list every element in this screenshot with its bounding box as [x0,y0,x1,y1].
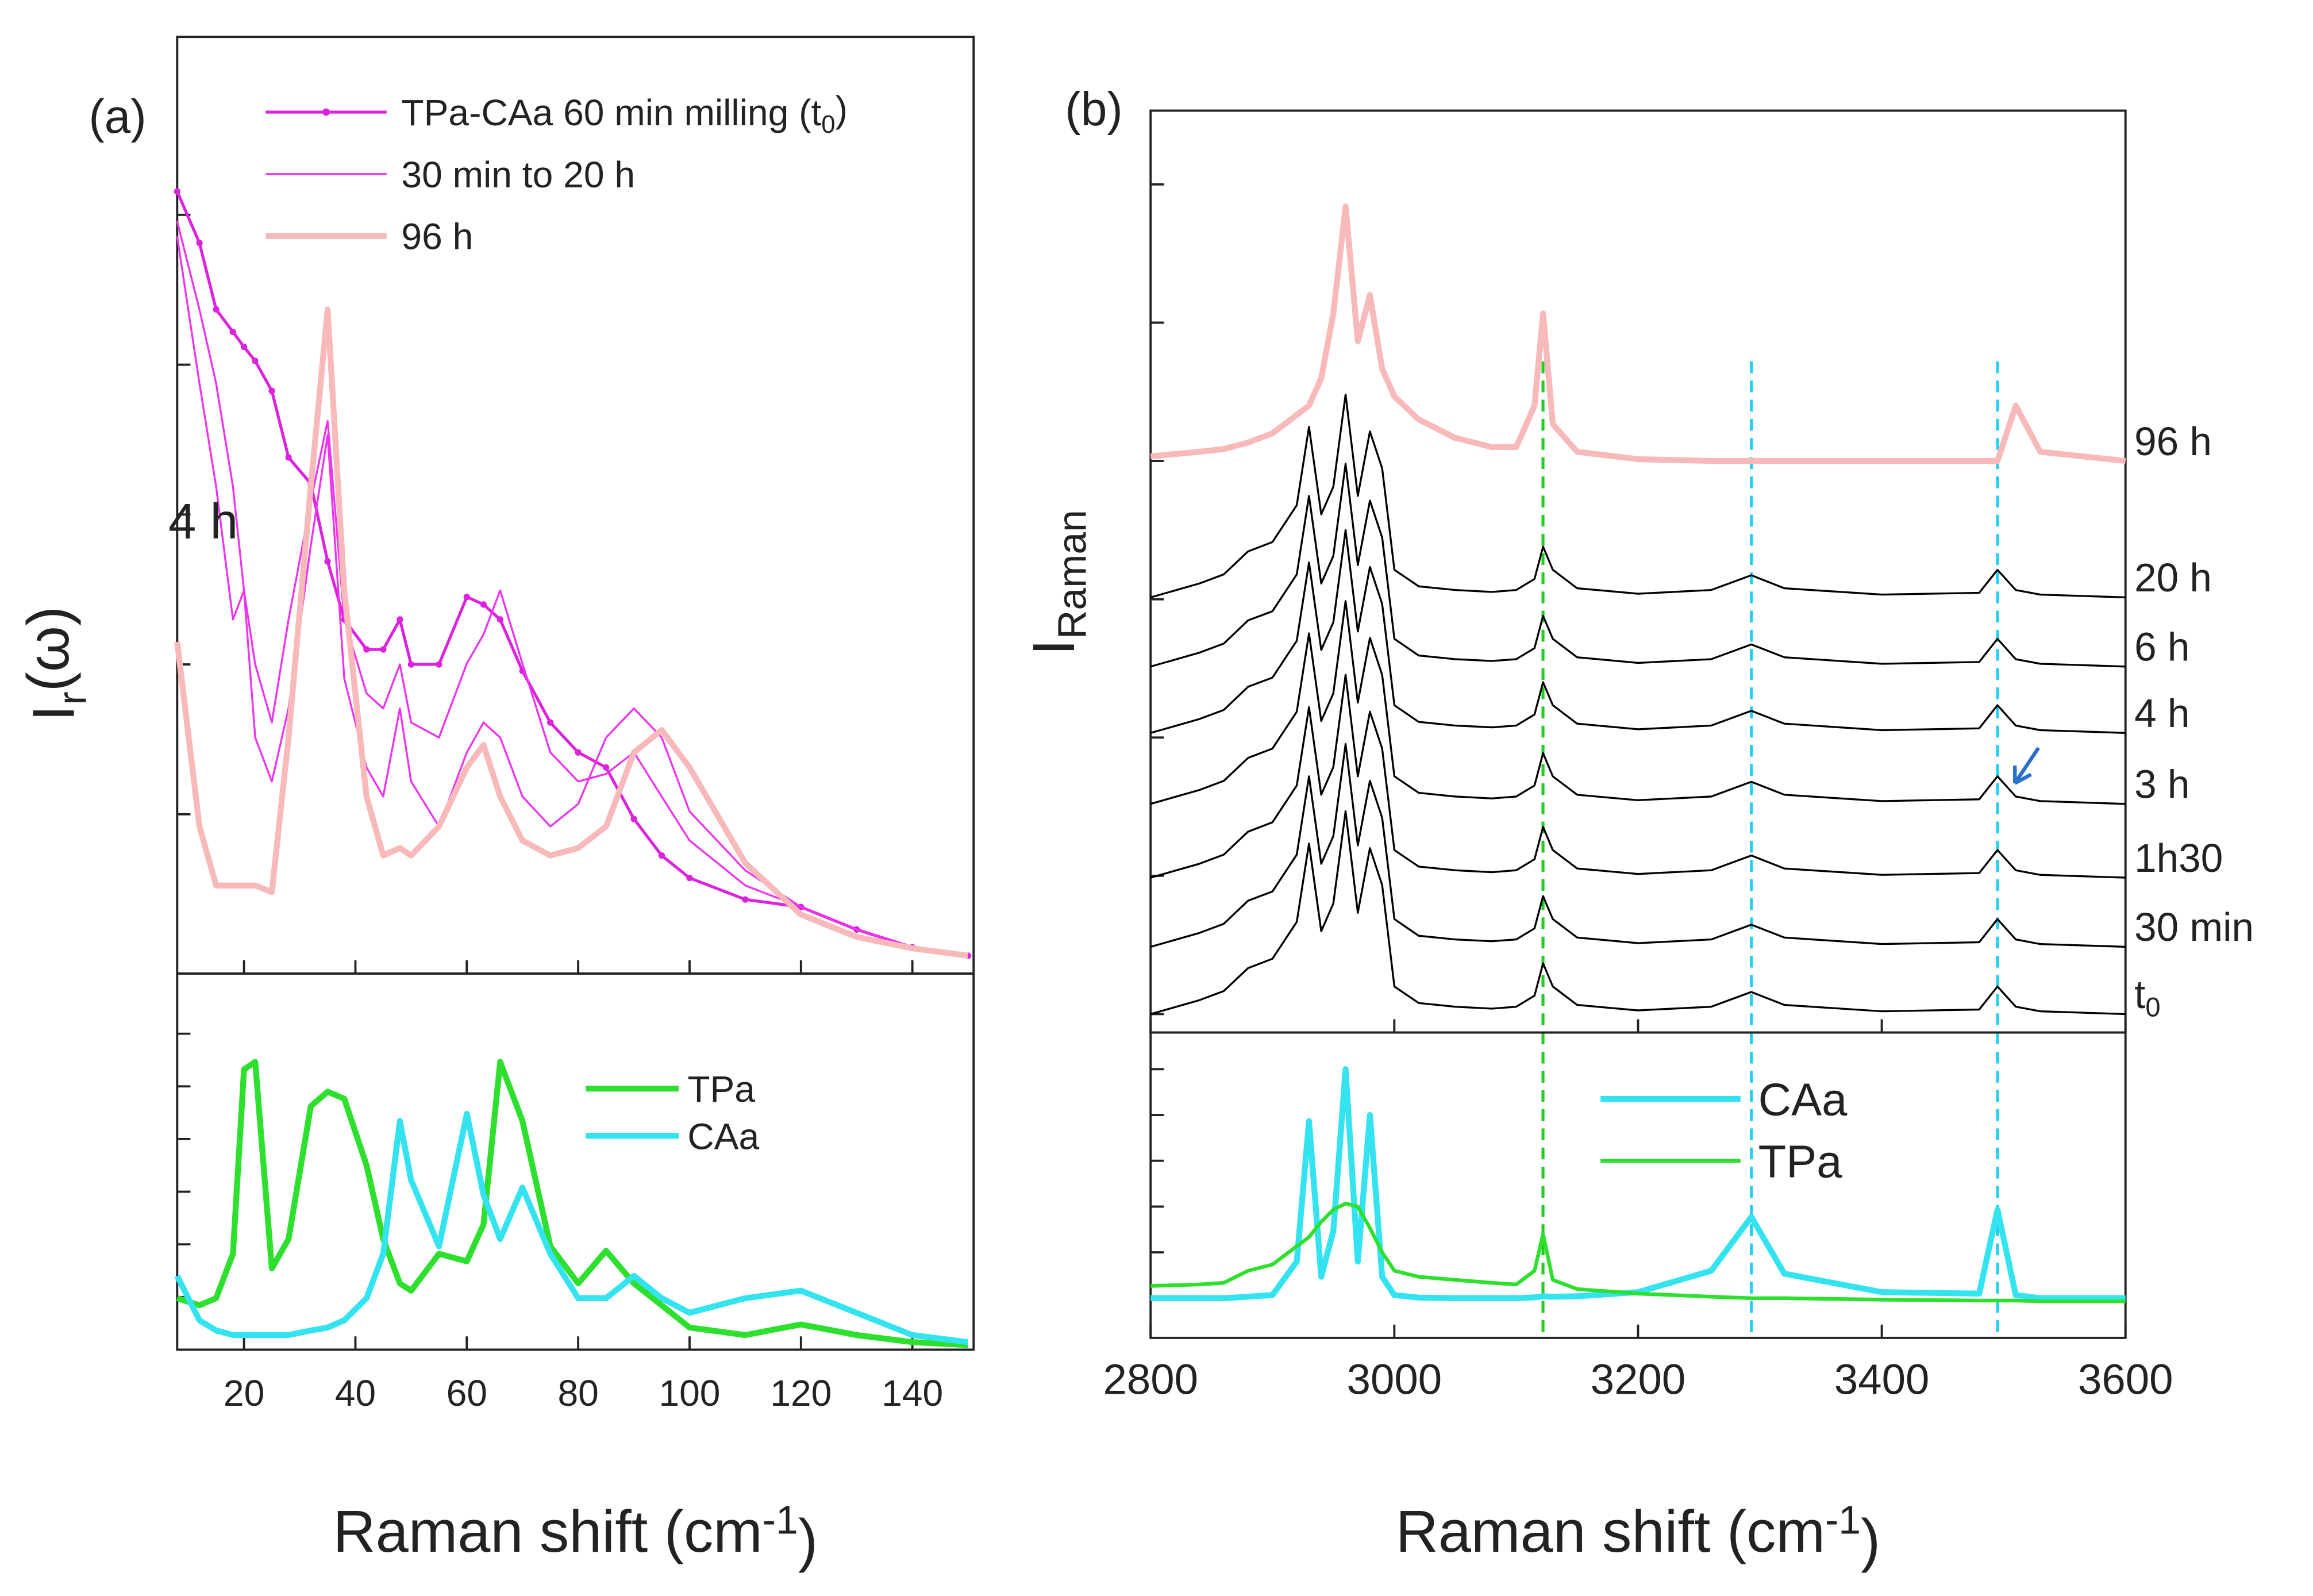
data-point [547,719,554,726]
series-label: 3 h [2134,762,2189,807]
data-point [686,875,693,882]
x-axis-title-part: -1 [1825,1498,1861,1543]
legend-label-part: ) [836,89,848,130]
legend-label-part: 0 [821,111,835,139]
series-label: 20 h [2134,555,2212,600]
data-point [407,661,415,668]
y-axis-title-part: I [21,705,87,722]
x-tick-label: 20 [224,1372,264,1414]
data-point [213,306,220,313]
x-tick-label: 3000 [1347,1355,1442,1403]
data-point [742,896,749,903]
data-point [285,454,292,461]
data-point [174,188,180,195]
data-point [602,764,610,771]
data-point [252,357,259,364]
y-axis-title-part: r [50,691,95,705]
data-point [397,616,403,623]
y-axis-title-part: (ω) [15,606,81,692]
legend-label: CAa [1758,1074,1848,1125]
data-point [268,387,275,394]
legend-label: TPa-CAa 60 min milling (t0) [401,89,848,139]
series-label-part: 0 [2145,991,2160,1022]
series-label: 6 h [2134,624,2189,669]
legend-label: TPa [1758,1136,1843,1187]
data-point [196,240,203,247]
series-label: 1h30 [2134,836,2223,880]
x-tick-label: 2800 [1103,1355,1198,1403]
data-point [380,646,387,653]
data-point [575,749,582,756]
data-point [240,343,248,351]
x-tick-label: 120 [770,1372,832,1414]
legend-label-part: TPa-CAa 60 min milling (t [401,92,821,133]
x-tick-label: 3200 [1591,1355,1686,1403]
data-point [630,816,637,822]
spectrum-line [174,306,969,959]
spectrum-line [176,221,968,957]
x-axis-title: Raman shift (cm-1) [333,1498,818,1573]
x-axis-title-part: ) [798,1507,818,1573]
spectrum-line [174,1110,969,1345]
spectrum-line [1150,203,2126,464]
spectrum-line [1150,463,2126,668]
series-label: 4 h [2134,691,2189,736]
legend-label: CAa [687,1116,759,1157]
y-axis-title-part: I [1021,639,1087,656]
spectrum-line [1150,1066,2126,1301]
data-point [480,601,487,608]
spectrum-line [175,191,968,957]
plot-frame [176,972,975,1351]
series-label: 30 min [2134,905,2254,949]
x-tick-label: 100 [659,1372,720,1414]
x-axis-title: Raman shift (cm-1) [1396,1498,1881,1573]
arrow [2013,747,2040,785]
x-tick-label: 3400 [1834,1355,1930,1403]
series-label-part: t [2134,972,2145,1017]
x-tick-label: 40 [335,1372,376,1414]
y-axis-title: Ir(ω) [15,606,95,721]
data-point [324,558,331,565]
data-point [229,328,236,336]
data-point [463,594,470,601]
data-point [658,852,665,859]
data-point [363,646,370,653]
x-tick-label: 80 [557,1372,598,1414]
legend-label: TPa [687,1068,755,1110]
data-point [436,661,442,668]
x-tick-label: 140 [882,1372,943,1414]
series-label: t0 [2134,972,2160,1022]
spectrum-line [1150,810,2126,1016]
x-tick-label: 3600 [2078,1355,2173,1403]
y-axis-title-part: Raman [1050,510,1095,639]
y-axis-title: IRaman [1021,510,1095,656]
x-axis-title-part: Raman shift (cm [1396,1498,1825,1564]
legend-marker [322,108,330,116]
panel-label: (b) [1065,83,1122,136]
spectrum-line [1150,529,2126,734]
annotation: 4 h [168,494,238,549]
panel-label: (a) [88,91,146,143]
spectrum-line [1150,393,2126,599]
spectrum-line [1150,674,2126,879]
legend-label: 30 min to 20 h [401,154,635,195]
legend-label: 96 h [401,216,473,257]
spectrum-line [1150,600,2126,805]
spectrum-line [176,1059,968,1348]
data-point [497,616,504,623]
spectrum-line [1150,1201,2126,1303]
x-axis-title-part: -1 [763,1498,798,1543]
series-label: 96 h [2134,419,2212,464]
x-axis-title-part: Raman shift (cm [333,1498,763,1564]
x-tick-label: 60 [447,1372,487,1414]
spectrum-line [1150,743,2126,948]
x-axis-title-part: ) [1861,1507,1880,1573]
